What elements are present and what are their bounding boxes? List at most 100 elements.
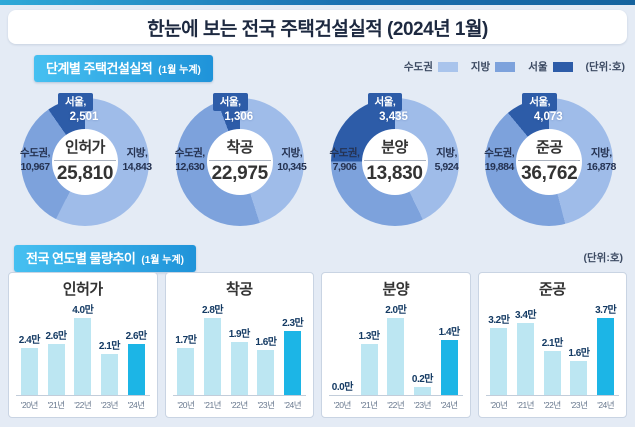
bar-slot: 0.2만 bbox=[409, 301, 436, 395]
donut-total: 25,810 bbox=[56, 163, 114, 184]
x-axis-label: '20년 bbox=[20, 400, 38, 410]
province-label: 지방, 14,843 bbox=[108, 146, 166, 174]
capital-region-value: 10,967 bbox=[20, 161, 50, 174]
x-axis-label: '22년 bbox=[387, 400, 405, 410]
bar-slot: 1.7만 bbox=[173, 301, 200, 395]
donut-chart-row: 인허가 25,810 서울, 2,501 수도권, 10,967 지방, 14,843 착공 22… bbox=[8, 84, 627, 244]
bar-slot: 2.6만 bbox=[123, 301, 150, 395]
bar-value-label: 3.4만 bbox=[515, 310, 537, 321]
x-axis-label: '22년 bbox=[230, 400, 248, 410]
bar-chart-title: 분양 bbox=[382, 281, 410, 298]
donut-total: 36,762 bbox=[521, 163, 578, 184]
province-label: 지방, 5,924 bbox=[418, 146, 476, 174]
seoul-value: 3,435 bbox=[379, 111, 408, 123]
capital-region-label: 수도권, 10,967 bbox=[6, 146, 64, 174]
seoul-value: 1,306 bbox=[224, 111, 254, 123]
bar-slot: 4.0만 bbox=[69, 301, 96, 395]
donut-chart: 준공 36,762 서울, 4,073 수도권, 19,884 지방, 16,878 bbox=[472, 84, 627, 244]
x-axis-label: '21년 bbox=[47, 400, 65, 410]
donut-title: 분양 bbox=[381, 139, 408, 156]
donut-hole bbox=[206, 129, 273, 195]
seoul-value: 4,073 bbox=[533, 111, 563, 123]
capital-region-value: 19,884 bbox=[484, 161, 515, 174]
bar-slot: 1.9만 bbox=[226, 301, 253, 395]
bar bbox=[20, 348, 38, 395]
legend-swatch bbox=[495, 61, 516, 72]
section-header-donuts: 단계별 주택건설실적 (1월 누계) bbox=[34, 55, 213, 82]
bar bbox=[127, 344, 145, 395]
bar-value-label: 4.0만 bbox=[72, 305, 94, 316]
seoul-tag: 서울, bbox=[522, 93, 557, 111]
donut-divider bbox=[363, 160, 426, 161]
x-axis: '20년 '21년 '22년 '23년 '24년 bbox=[329, 399, 463, 411]
bar bbox=[257, 350, 275, 395]
donut-divider bbox=[208, 160, 271, 161]
bar-chart-title: 착공 bbox=[225, 281, 253, 298]
bar-slot: 1.6만 bbox=[566, 301, 593, 395]
capital-region-label: 수도권, 7,906 bbox=[316, 146, 374, 174]
bar bbox=[204, 318, 222, 395]
donut-center: 착공 22,975 bbox=[190, 136, 290, 185]
bar-value-label: 2.8만 bbox=[202, 305, 224, 316]
bar-value-label: 1.6만 bbox=[255, 337, 277, 348]
x-axis-label: '20년 bbox=[490, 400, 508, 410]
capital-region-name: 수도권, bbox=[20, 147, 50, 159]
donut-title: 착공 bbox=[226, 139, 254, 156]
unit-label: (단위:호) bbox=[585, 61, 625, 73]
donut-title: 인허가 bbox=[65, 139, 105, 156]
bar-chart-card: 착공 1.7만 2.8만 1.9만 1.6만 2.3만 '20년 '21년 '22년 '23년 '2… bbox=[164, 272, 314, 418]
bar-value-label: 3.2만 bbox=[488, 315, 510, 326]
bar-value-label: 2.6만 bbox=[125, 331, 148, 342]
bar-slot: 2.3만 bbox=[279, 301, 306, 395]
bar bbox=[284, 331, 302, 395]
capital-region-name: 수도권, bbox=[174, 147, 205, 159]
x-axis-label: '23년 bbox=[570, 400, 588, 410]
bar-value-label: 1.3만 bbox=[358, 331, 381, 342]
bar-chart-card: 분양 0.0만 1.3만 2.0만 0.2만 1.4만 '20년 '21년 '22년 '23년 '2… bbox=[321, 272, 471, 418]
bar-chart-row: 인허가 2.4만 2.6만 4.0만 2.1만 2.6만 '20년 '21년 '22년 '23년 '… bbox=[8, 272, 627, 418]
seoul-tag: 서울, bbox=[212, 93, 248, 111]
province-value: 16,878 bbox=[586, 161, 617, 174]
section-header-bars: 전국 연도별 물량추이 (1월 누계) bbox=[14, 245, 196, 272]
donut-divider bbox=[518, 160, 581, 161]
province-name: 지방, bbox=[126, 147, 148, 159]
bar bbox=[440, 340, 458, 395]
province-name: 지방, bbox=[436, 147, 457, 159]
unit-label: (단위:호) bbox=[583, 252, 623, 264]
legend-item: 수도권 bbox=[404, 59, 458, 74]
donut-hole bbox=[516, 129, 583, 195]
bar-slot: 2.6만 bbox=[43, 301, 70, 395]
x-axis-label: '22년 bbox=[543, 400, 561, 410]
x-axis-label: '24년 bbox=[284, 400, 302, 410]
bar-slot: 2.1만 bbox=[96, 301, 123, 395]
bar bbox=[517, 323, 535, 395]
section-title: 단계별 주택건설실적 bbox=[46, 61, 153, 76]
bar bbox=[597, 318, 615, 395]
seoul-tag: 서울, bbox=[367, 93, 403, 111]
donut-total: 22,975 bbox=[211, 163, 269, 184]
donut-total: 13,830 bbox=[366, 163, 423, 184]
legend: 수도권 지방 서울 (단위:호) bbox=[404, 59, 625, 74]
x-axis: '20년 '21년 '22년 '23년 '24년 bbox=[173, 399, 307, 411]
page-title-panel: 한눈에 보는 전국 주택건설실적 (2024년 1월) bbox=[8, 10, 627, 44]
bar-value-label: 0.2만 bbox=[411, 374, 434, 385]
donut-hole bbox=[52, 129, 118, 195]
bar-slot: 1.6만 bbox=[253, 301, 280, 395]
bar-slot: 2.0만 bbox=[382, 301, 409, 395]
bar-plot-area: 0.0만 1.3만 2.0만 0.2만 1.4만 bbox=[329, 301, 463, 396]
x-axis-label: '24년 bbox=[440, 400, 458, 410]
donut-chart: 인허가 25,810 서울, 2,501 수도권, 10,967 지방, 14,843 bbox=[8, 84, 163, 244]
capital-region-label: 수도권, 19,884 bbox=[470, 146, 528, 174]
donut-chart: 착공 22,975 서울, 1,306 수도권, 12,630 지방, 10,345 bbox=[163, 84, 318, 244]
bar-value-label: 2.0만 bbox=[385, 305, 407, 316]
capital-region-value: 12,630 bbox=[175, 161, 205, 174]
bar-chart-title: 인허가 bbox=[62, 281, 103, 298]
bar bbox=[177, 348, 195, 395]
seoul-tag: 서울, bbox=[58, 93, 93, 111]
seoul-value: 2,501 bbox=[69, 111, 99, 123]
x-axis-label: '20년 bbox=[177, 400, 195, 410]
bar-value-label: 3.7만 bbox=[595, 305, 617, 316]
bar-chart-card: 인허가 2.4만 2.6만 4.0만 2.1만 2.6만 '20년 '21년 '22년 '23년 '… bbox=[8, 272, 158, 418]
bar-value-label: 1.6만 bbox=[568, 348, 590, 359]
legend-label: 지방 bbox=[470, 61, 491, 73]
